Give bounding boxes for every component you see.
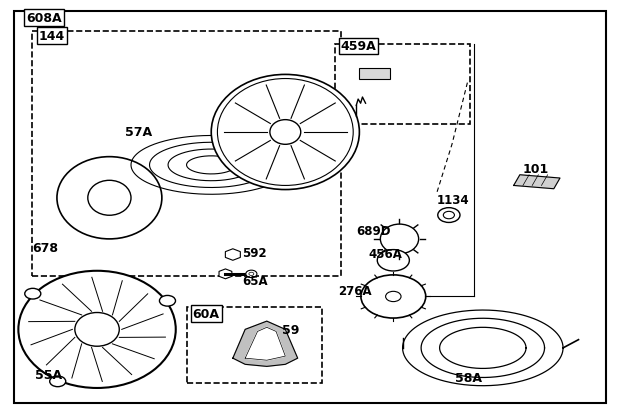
Text: 55A: 55A [35,368,63,381]
Text: 689D: 689D [356,225,391,237]
Text: 456A: 456A [369,247,402,260]
Bar [32,32,341,276]
Ellipse shape [25,289,41,299]
Polygon shape [233,321,298,366]
Text: 592: 592 [242,246,267,259]
Polygon shape [245,328,285,360]
Bar [335,45,471,124]
Ellipse shape [386,292,401,302]
Ellipse shape [19,271,175,388]
Ellipse shape [218,79,353,186]
Ellipse shape [159,296,175,306]
Text: 58A: 58A [455,371,482,384]
Ellipse shape [270,120,301,145]
Text: 144: 144 [38,30,64,43]
Text: 57A: 57A [125,126,152,139]
Ellipse shape [378,250,409,271]
Text: 459A: 459A [341,40,376,53]
Text: 608A: 608A [26,12,62,25]
Ellipse shape [75,313,119,347]
Ellipse shape [380,225,419,254]
Text: 276A: 276A [338,284,371,297]
Text: 678: 678 [32,241,58,254]
Bar [360,69,390,79]
Text: 59: 59 [282,323,299,336]
Polygon shape [514,176,560,189]
Ellipse shape [249,273,254,276]
Text: 65A: 65A [242,275,268,287]
Text: 1134: 1134 [436,194,469,207]
Text: 101: 101 [523,162,549,175]
Bar [187,307,322,383]
Ellipse shape [211,75,360,190]
Ellipse shape [88,181,131,216]
Ellipse shape [50,376,66,387]
Ellipse shape [438,208,460,223]
Ellipse shape [443,212,454,219]
Text: 60A: 60A [193,307,219,320]
Ellipse shape [246,271,257,278]
Ellipse shape [361,275,426,318]
Ellipse shape [57,157,162,239]
